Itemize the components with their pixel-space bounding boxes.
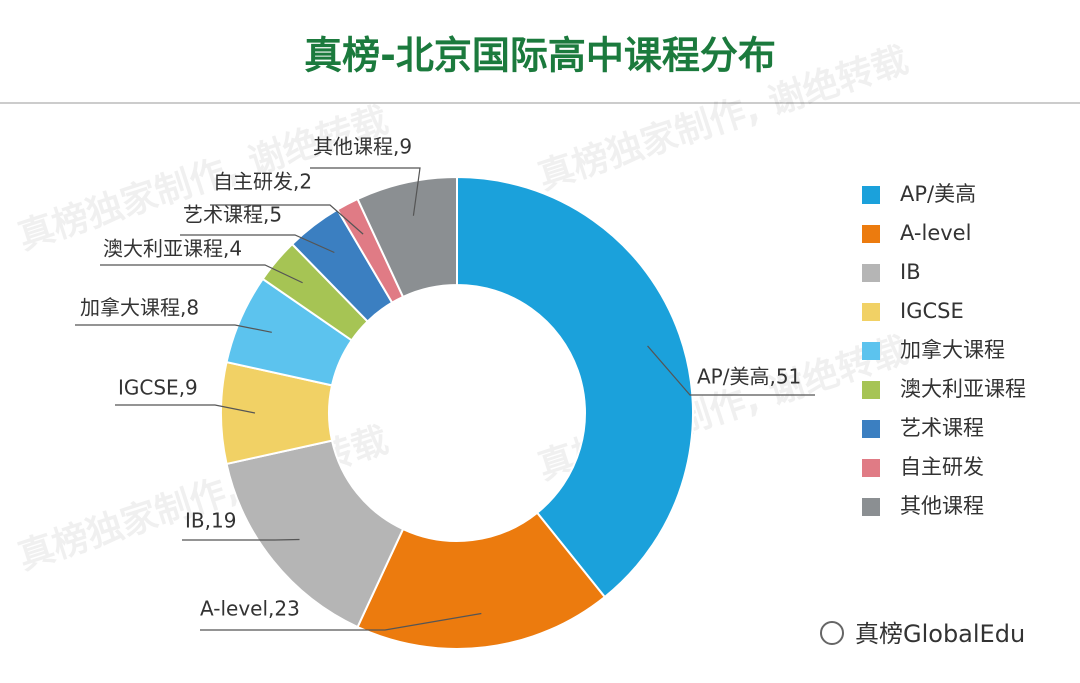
- footer: 真榜GlobalEdu: [855, 620, 1025, 648]
- legend-swatch: [862, 225, 880, 243]
- legend-label: IGCSE: [900, 299, 964, 323]
- leader-line: [180, 234, 335, 254]
- legend-label: 其他课程: [900, 494, 984, 518]
- legend-label: A-level: [900, 221, 971, 245]
- legend-swatch: [862, 264, 880, 282]
- leader-line: [100, 264, 303, 284]
- data-label: AP/美高,51: [697, 365, 801, 389]
- data-label: 澳大利亚课程,4: [103, 237, 242, 261]
- data-label: A-level,23: [200, 597, 300, 621]
- leader-line: [182, 538, 300, 541]
- data-label: 艺术课程,5: [183, 203, 282, 227]
- legend-swatch: [862, 303, 880, 321]
- legend-label: IB: [900, 260, 921, 284]
- leader-line: [115, 404, 256, 414]
- legend-label: 自主研发: [900, 455, 984, 479]
- footer-icon: [820, 621, 844, 645]
- leader-line: [200, 612, 482, 631]
- donut-slice: [356, 175, 458, 299]
- chart-title: 真榜-北京国际高中课程分布: [304, 34, 776, 78]
- leader-line: [75, 324, 272, 333]
- legend-label: 加拿大课程: [900, 338, 1005, 362]
- donut-slice: [456, 175, 694, 599]
- legend-swatch: [862, 420, 880, 438]
- legend-label: 澳大利亚课程: [900, 377, 1026, 401]
- data-label: IGCSE,9: [118, 376, 198, 400]
- legend-swatch: [862, 381, 880, 399]
- data-label: 加拿大课程,8: [80, 296, 199, 320]
- leader-line: [210, 204, 364, 235]
- legend-label: 艺术课程: [900, 416, 984, 440]
- data-label: 其他课程,9: [313, 135, 412, 159]
- legend-swatch: [862, 342, 880, 360]
- data-label: 自主研发,2: [213, 170, 312, 194]
- data-label: IB,19: [185, 509, 236, 533]
- legend-swatch: [862, 186, 880, 204]
- leader-line: [310, 167, 421, 216]
- leader-line: [647, 345, 815, 396]
- legend-label: AP/美高: [900, 182, 976, 206]
- legend-swatch: [862, 498, 880, 516]
- legend-swatch: [862, 459, 880, 477]
